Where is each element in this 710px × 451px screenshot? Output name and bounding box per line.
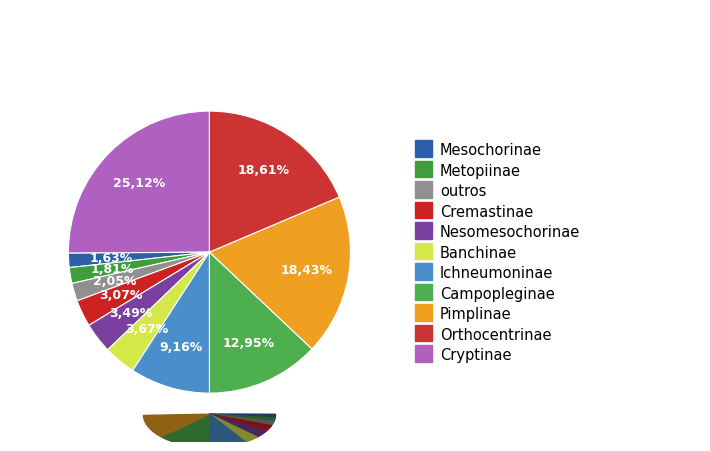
Wedge shape	[68, 253, 209, 268]
Text: 12,95%: 12,95%	[222, 336, 275, 350]
Polygon shape	[161, 414, 209, 447]
Polygon shape	[209, 414, 266, 437]
Wedge shape	[108, 253, 209, 371]
Text: 9,16%: 9,16%	[160, 341, 203, 354]
Text: 3,07%: 3,07%	[99, 289, 142, 302]
Text: 2,05%: 2,05%	[93, 274, 136, 287]
Text: 1,81%: 1,81%	[90, 262, 133, 276]
Text: 3,67%: 3,67%	[125, 322, 168, 335]
Polygon shape	[143, 414, 209, 437]
Polygon shape	[209, 414, 271, 432]
Wedge shape	[209, 198, 351, 349]
Polygon shape	[209, 414, 257, 442]
Wedge shape	[70, 253, 209, 284]
Wedge shape	[68, 112, 209, 253]
Polygon shape	[209, 414, 275, 422]
Wedge shape	[133, 253, 209, 393]
Text: 25,12%: 25,12%	[114, 177, 165, 190]
Wedge shape	[209, 253, 312, 393]
Text: 18,61%: 18,61%	[238, 164, 290, 177]
Wedge shape	[209, 112, 339, 253]
Wedge shape	[89, 253, 209, 350]
Text: 18,43%: 18,43%	[280, 263, 332, 276]
Text: 3,49%: 3,49%	[109, 306, 153, 319]
Text: 1,63%: 1,63%	[89, 252, 133, 265]
Wedge shape	[77, 253, 209, 326]
Legend: Mesochorinae, Metopiinae, outros, Cremastinae, Nesomesochorinae, Banchinae, Ichn: Mesochorinae, Metopiinae, outros, Cremas…	[410, 138, 584, 367]
Polygon shape	[209, 414, 246, 447]
Polygon shape	[209, 414, 274, 426]
Polygon shape	[209, 414, 275, 418]
Wedge shape	[72, 253, 209, 301]
